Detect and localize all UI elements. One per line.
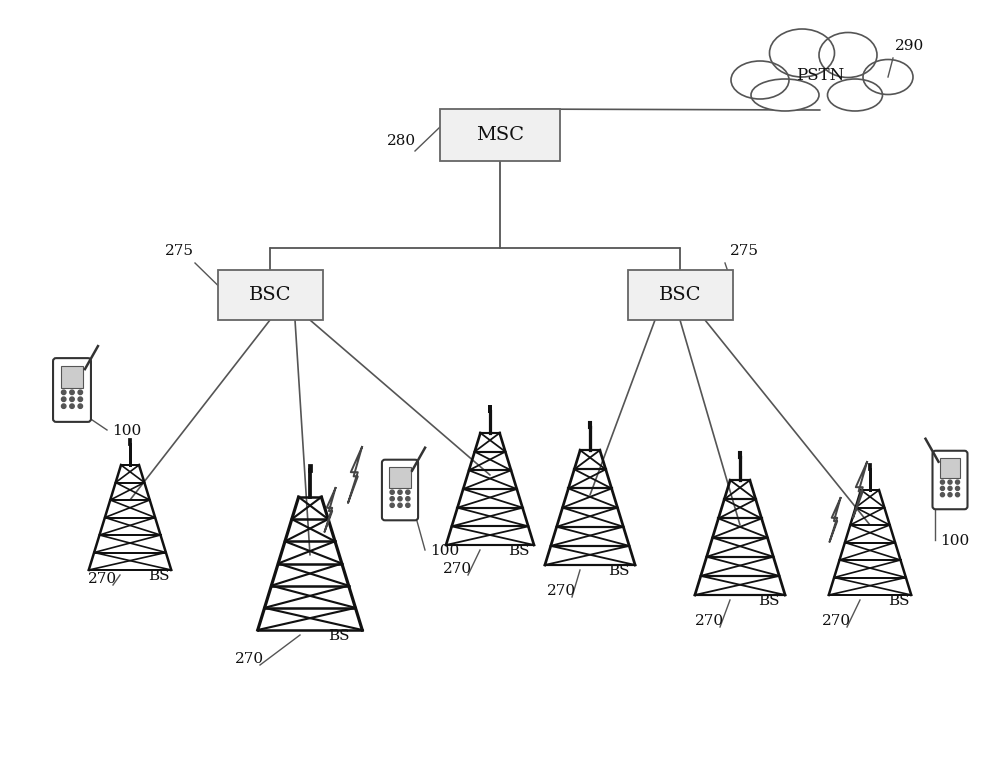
Circle shape (61, 404, 66, 408)
Bar (389, 467, 411, 488)
Text: BS: BS (758, 594, 780, 608)
Text: 270: 270 (695, 614, 724, 628)
Text: 275: 275 (165, 244, 194, 258)
Text: BS: BS (508, 544, 530, 558)
Circle shape (406, 503, 410, 507)
Text: 290: 290 (895, 39, 924, 53)
Text: BS: BS (148, 569, 170, 583)
Text: 270: 270 (443, 562, 472, 576)
Text: PSTN: PSTN (796, 66, 844, 83)
Ellipse shape (819, 33, 877, 78)
Circle shape (956, 492, 960, 496)
FancyBboxPatch shape (932, 450, 968, 510)
FancyBboxPatch shape (382, 460, 418, 520)
Bar (61, 366, 83, 387)
Circle shape (78, 397, 83, 401)
Circle shape (956, 480, 960, 484)
Circle shape (70, 390, 74, 394)
Ellipse shape (731, 61, 789, 99)
FancyBboxPatch shape (53, 358, 91, 422)
Circle shape (956, 486, 960, 490)
Bar (628, 270, 732, 320)
Circle shape (390, 503, 394, 507)
Text: 275: 275 (730, 244, 759, 258)
Text: BS: BS (328, 629, 350, 643)
Circle shape (940, 480, 944, 484)
Circle shape (406, 490, 410, 494)
Circle shape (70, 397, 74, 401)
Ellipse shape (828, 79, 883, 111)
Text: 270: 270 (88, 572, 117, 586)
Circle shape (398, 496, 402, 501)
Circle shape (948, 480, 952, 484)
Text: 270: 270 (822, 614, 851, 628)
Bar (440, 109, 560, 161)
Ellipse shape (863, 59, 913, 94)
Circle shape (948, 486, 952, 490)
Circle shape (948, 492, 952, 496)
Circle shape (398, 490, 402, 494)
Circle shape (940, 492, 944, 496)
Text: 100: 100 (112, 424, 141, 438)
Bar (940, 458, 960, 478)
Circle shape (390, 490, 394, 494)
Ellipse shape (751, 79, 819, 111)
Ellipse shape (770, 29, 834, 77)
Bar (218, 270, 322, 320)
Circle shape (398, 503, 402, 507)
Text: BSC: BSC (249, 286, 291, 304)
Text: 100: 100 (940, 534, 969, 548)
Circle shape (940, 486, 944, 490)
Circle shape (70, 404, 74, 408)
Text: 100: 100 (430, 544, 459, 558)
Circle shape (406, 496, 410, 501)
Text: 270: 270 (235, 652, 264, 666)
Circle shape (78, 404, 83, 408)
Text: MSC: MSC (476, 126, 524, 144)
Circle shape (78, 390, 83, 394)
Circle shape (61, 390, 66, 394)
Text: BSC: BSC (659, 286, 701, 304)
Text: BS: BS (888, 594, 910, 608)
Circle shape (61, 397, 66, 401)
Circle shape (390, 496, 394, 501)
Text: 270: 270 (547, 584, 576, 598)
Text: BS: BS (608, 564, 630, 578)
Text: 280: 280 (387, 134, 416, 148)
